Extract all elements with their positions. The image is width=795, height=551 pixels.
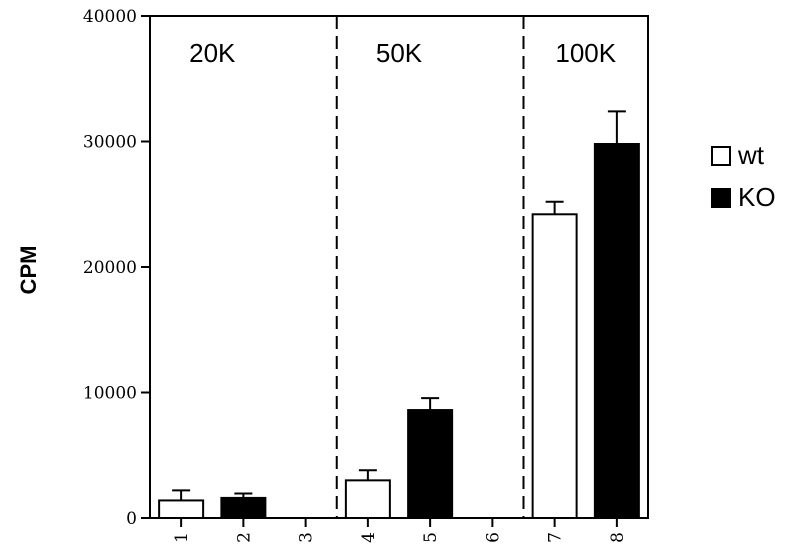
group-label-100k: 100K bbox=[555, 38, 616, 68]
error-bar-4 bbox=[358, 469, 377, 481]
x-tick-label: 5 bbox=[421, 532, 441, 543]
legend-label-wt: wt bbox=[737, 140, 765, 170]
bar-7-wt bbox=[531, 213, 578, 519]
x-tick-label: 3 bbox=[297, 532, 317, 543]
x-tick-label: 4 bbox=[359, 532, 379, 543]
y-axis-label: CPM bbox=[16, 246, 41, 295]
y-tick-label: 30000 bbox=[83, 133, 137, 153]
legend-label-ko: KO bbox=[738, 182, 776, 212]
plot-area: 0 10000 20000 30000 40000 1 2 3 4 5 6 7 8 20K 50K 100K bbox=[83, 7, 649, 543]
bar-1-wt bbox=[158, 499, 205, 519]
legend: wt KO bbox=[711, 140, 776, 212]
x-tick-label: 8 bbox=[608, 532, 628, 543]
error-bar-5 bbox=[421, 397, 440, 411]
bar-5-ko bbox=[407, 409, 454, 520]
group-label-20k: 20K bbox=[189, 38, 236, 68]
x-tick-label: 6 bbox=[483, 532, 503, 543]
y-tick-label: 20000 bbox=[83, 258, 137, 278]
bar-4-wt bbox=[344, 479, 391, 520]
y-tick-label: 40000 bbox=[83, 7, 137, 27]
bar-2-ko bbox=[220, 496, 267, 520]
error-bar-2 bbox=[234, 492, 253, 498]
group-label-50k: 50K bbox=[376, 38, 423, 68]
bar-8-ko bbox=[593, 143, 640, 519]
x-tick-label: 7 bbox=[546, 532, 566, 543]
legend-swatch-ko bbox=[711, 188, 731, 208]
legend-swatch-wt bbox=[711, 146, 731, 166]
x-tick-label: 1 bbox=[172, 532, 192, 543]
error-bar-1 bbox=[172, 489, 191, 501]
error-bar-8 bbox=[607, 110, 626, 145]
y-tick-label: 10000 bbox=[83, 384, 137, 404]
error-bar-7 bbox=[545, 200, 564, 215]
y-tick-label: 0 bbox=[126, 509, 137, 529]
x-tick-label: 2 bbox=[234, 532, 254, 543]
